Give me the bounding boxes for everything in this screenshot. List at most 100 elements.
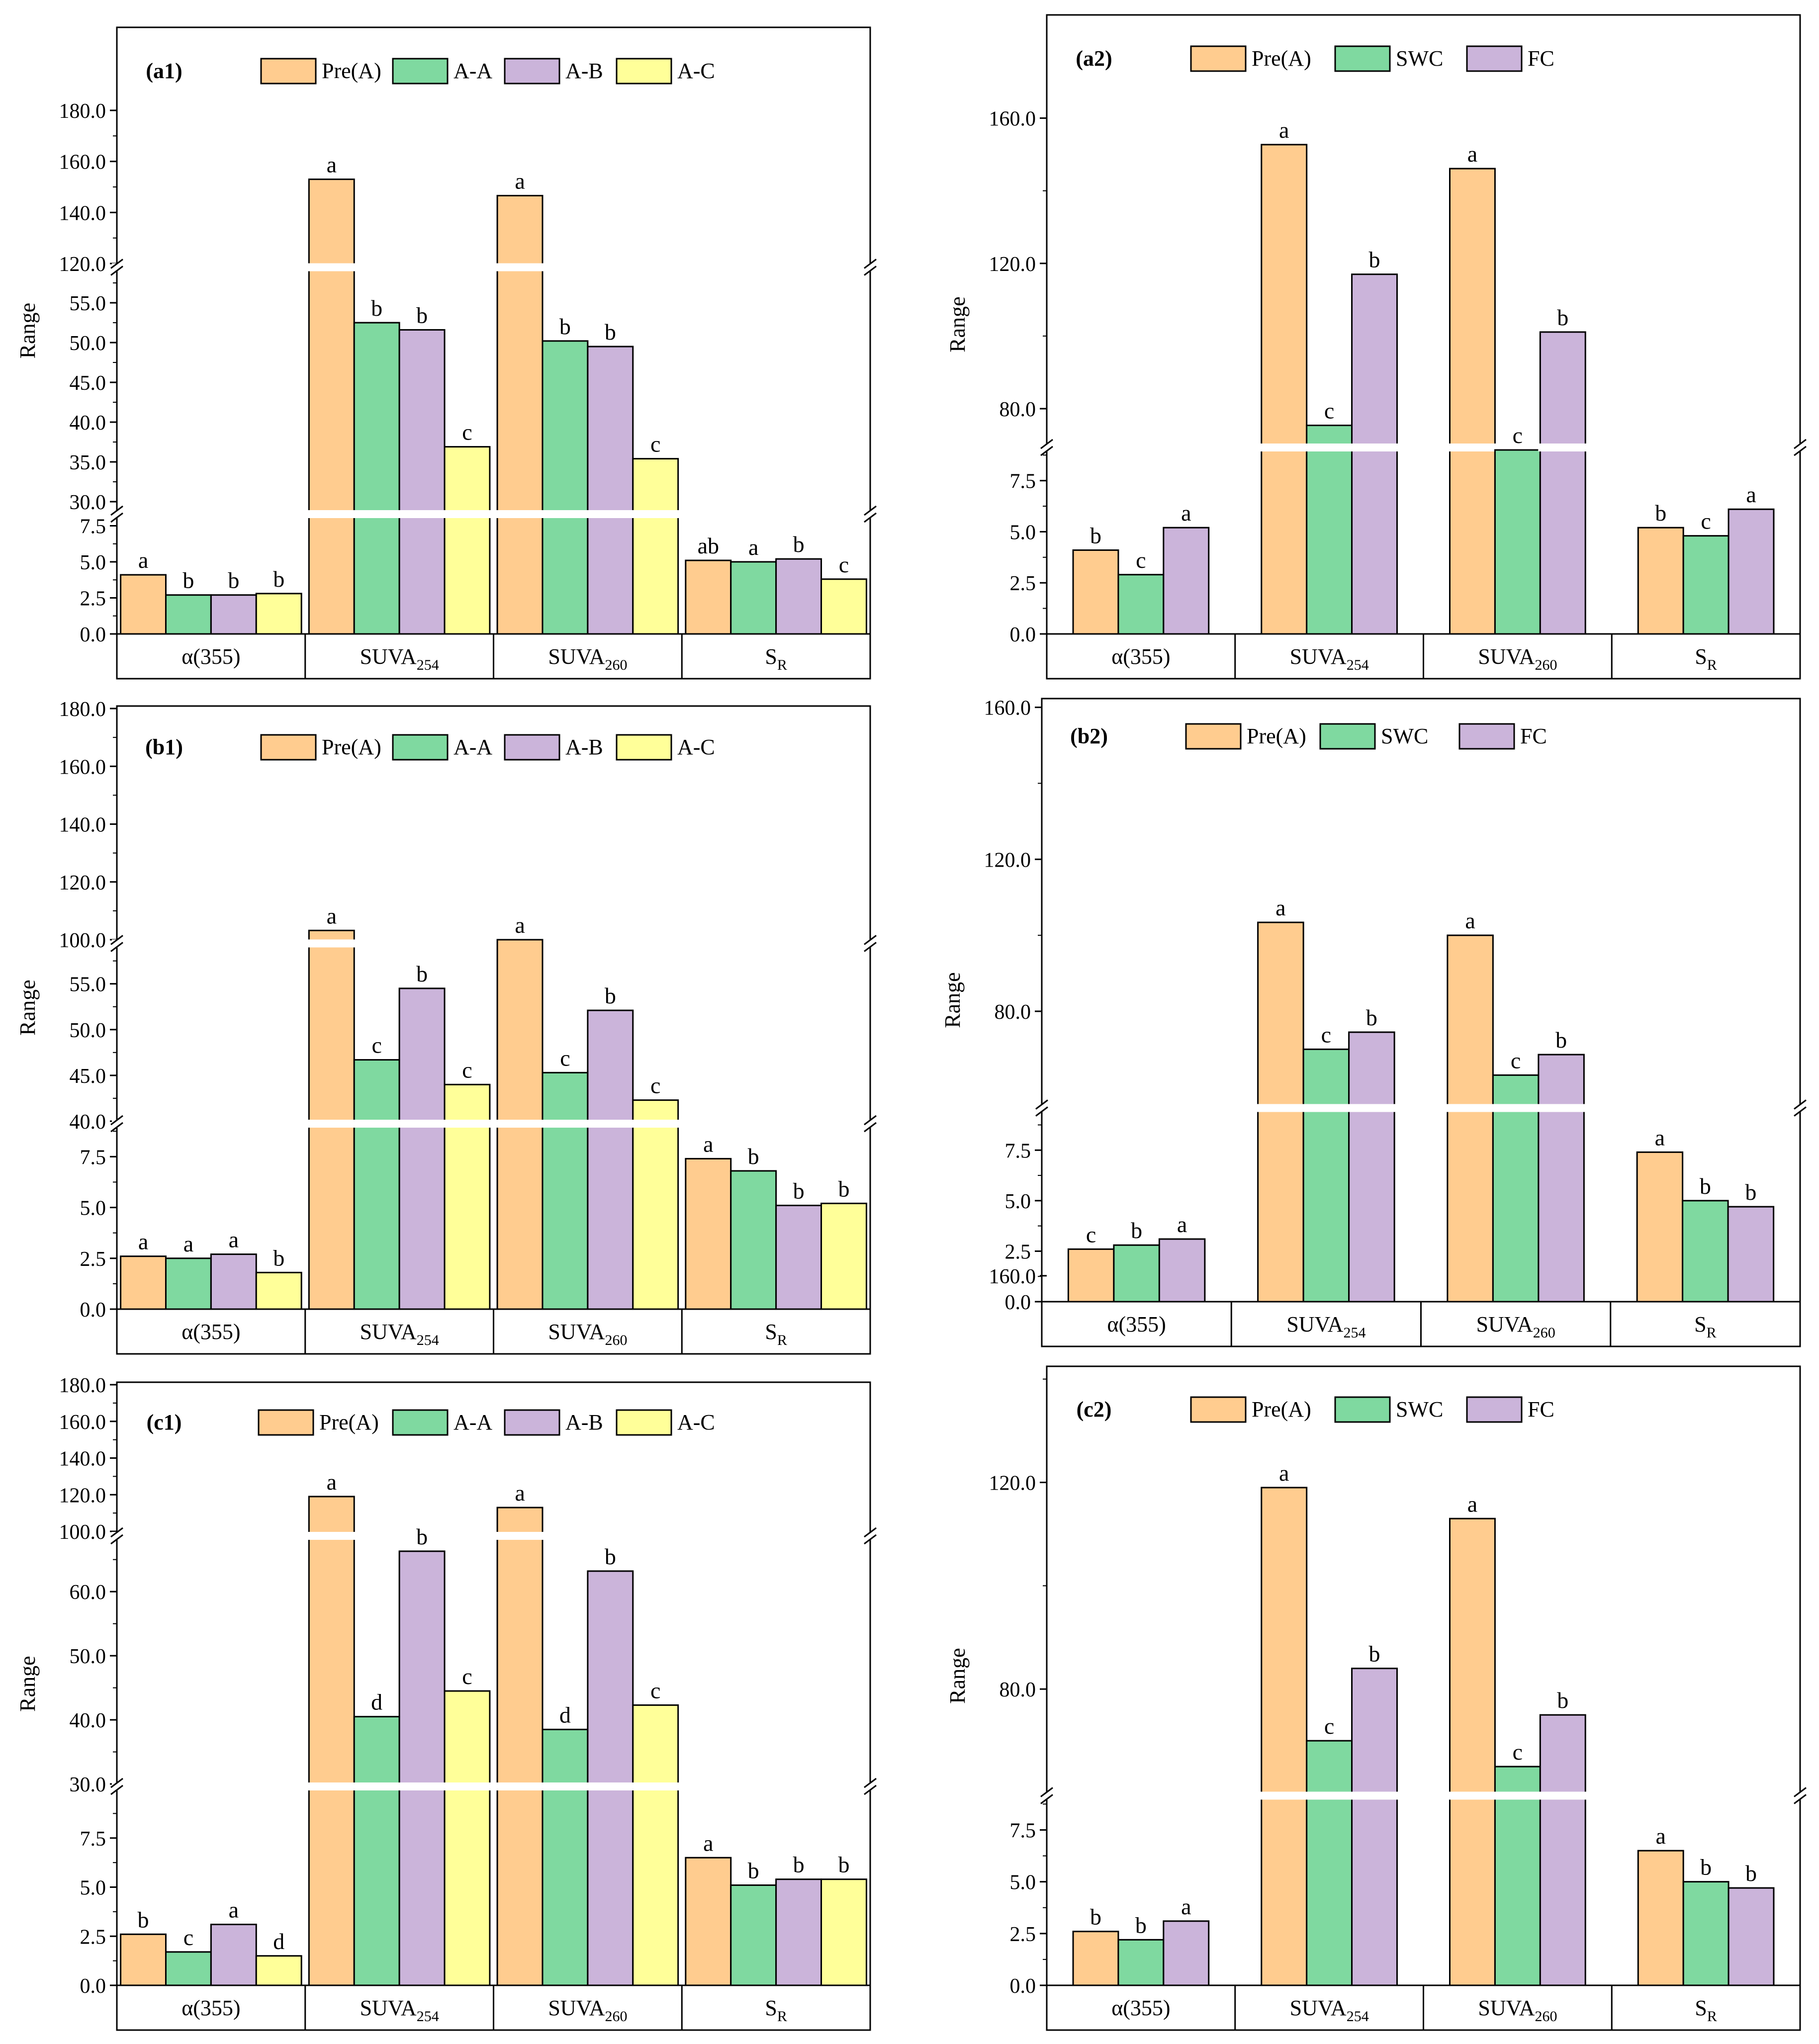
significance-letter: b: [1369, 247, 1380, 272]
bar-a2-fc: [1728, 508, 1775, 635]
significance-letter: b: [1557, 305, 1568, 330]
bar-a1-a-b: [775, 558, 822, 635]
bar-c2-swc: [1117, 1939, 1165, 1986]
y-tick-label: 5.0: [80, 1197, 106, 1220]
bar-break-gap: [443, 510, 492, 518]
bar-a1-a-a: [542, 340, 589, 635]
y-tick-label: 120.0: [989, 1472, 1036, 1495]
significance-letter: b: [748, 1858, 759, 1883]
category-label: SR: [1695, 1996, 1717, 2025]
y-tick-label: 40.0: [70, 1111, 106, 1134]
legend-label: A-A: [454, 59, 492, 83]
bar-c2-pre-a-: [1261, 1487, 1308, 1986]
significance-letter: b: [416, 1524, 428, 1549]
y-tick-label: 2.5: [80, 1248, 106, 1271]
bar-a2-swc: [1494, 449, 1541, 635]
panel-b1: α(355) SUVA254 SUVA260 SR 0.0 2.5 5.0 7.5 40.0 45…: [15, 698, 877, 1355]
bar-break-gap: [443, 1120, 492, 1128]
panel-b2: α(355) SUVA254 SUVA260 SR 0.0 2.5 5.0 7.5 80.0 12…: [940, 697, 1807, 1347]
panel-title: (a1): [146, 59, 182, 83]
bar-b1-a-c: [820, 1202, 867, 1310]
y-tick-label: 2.5: [80, 588, 106, 611]
legend-label: Pre(A): [322, 735, 381, 759]
significance-letter: d: [371, 1689, 382, 1715]
bar-a1-pre-a-: [685, 559, 732, 635]
significance-letter: b: [559, 314, 571, 339]
y-tick-label: 5.0: [1010, 1871, 1036, 1894]
legend-swatch: [504, 58, 560, 85]
significance-letter: c: [650, 1678, 660, 1703]
significance-letter: b: [605, 319, 616, 345]
panel-title: (c1): [147, 1410, 182, 1434]
category-label: SUVA254: [360, 1320, 439, 1348]
y-tick-label: 7.5: [80, 1146, 106, 1169]
bar-b1-a-a: [730, 1170, 777, 1310]
significance-letter: b: [138, 1907, 149, 1932]
legend-swatch: [504, 1409, 560, 1436]
significance-letter: a: [515, 168, 525, 193]
y-tick-label: 2.5: [1010, 572, 1036, 595]
significance-letter: a: [138, 1229, 148, 1254]
bar-a1-a-a: [353, 322, 400, 635]
bar-break-gap: [631, 1782, 680, 1790]
legend-swatch: [1466, 45, 1523, 72]
significance-letter: c: [1086, 1222, 1096, 1247]
y-tick-label: 55.0: [70, 974, 106, 996]
bar-break-gap: [1347, 1104, 1397, 1112]
legend-label: SWC: [1396, 1397, 1443, 1422]
panel-title: (b1): [145, 735, 183, 759]
bar-break-gap: [1536, 1104, 1586, 1112]
legend-label: FC: [1520, 724, 1547, 748]
bar-a1-a-c: [255, 593, 302, 635]
significance-letter: c: [462, 1057, 472, 1082]
y-axis-label: Range: [945, 296, 970, 352]
bar-c1-a-a: [730, 1884, 777, 1986]
significance-letter: b: [605, 983, 616, 1008]
bar-break-gap: [397, 1782, 447, 1790]
bar-a2-pre-a-: [1449, 168, 1496, 635]
bar-b2-pre-a-: [1636, 1151, 1684, 1303]
significance-letter: a: [327, 152, 337, 178]
category-label: SR: [1695, 644, 1717, 673]
bar-break-gap: [1445, 1104, 1495, 1112]
axis-break-mark: [1035, 1099, 1048, 1110]
legend-swatch: [1334, 45, 1391, 72]
y-tick-label: 140.0: [59, 814, 106, 837]
category-label: SR: [765, 1996, 787, 2025]
significance-letter: c: [462, 420, 472, 445]
y-axis-label: Range: [15, 1656, 40, 1711]
significance-letter: a: [1467, 141, 1477, 167]
legend-label: SWC: [1381, 724, 1428, 748]
significance-letter: a: [1181, 1894, 1191, 1919]
legend-label: A-C: [677, 735, 715, 759]
category-label: SR: [1694, 1312, 1717, 1341]
bar-b1-a-c: [444, 1083, 491, 1310]
y-tick-label: 5.0: [80, 551, 106, 574]
bar-break-gap: [397, 1120, 447, 1128]
significance-letter: c: [462, 1664, 472, 1689]
legend-label: A-B: [565, 1410, 603, 1434]
axis-break-mark: [864, 505, 877, 516]
axis-break-mark: [864, 1784, 877, 1795]
bar-b2-swc: [1492, 1074, 1540, 1303]
bar-break-gap: [307, 1120, 357, 1128]
bar-b2-pre-a-: [1067, 1248, 1115, 1303]
axis-break-mark: [1794, 1106, 1807, 1117]
axis-break-mark: [1040, 445, 1053, 456]
y-tick-label: 100.0: [59, 1521, 106, 1544]
y-tick-label: 7.5: [80, 516, 106, 538]
axis-break-mark: [864, 942, 877, 952]
bar-c2-fc: [1728, 1887, 1775, 1986]
significance-letter: a: [1177, 1212, 1187, 1237]
legend-label: Pre(A): [1247, 724, 1306, 748]
bar-a1-a-b: [398, 329, 446, 635]
legend-swatch: [616, 734, 672, 761]
legend-swatch: [1458, 723, 1515, 750]
y-tick-label: 140.0: [59, 202, 106, 225]
bar-b1-a-a: [542, 1071, 589, 1310]
panel-c1: α(355) SUVA254 SUVA260 SR 0.0 2.5 5.0 7.5 30.0 40…: [15, 1374, 877, 2031]
y-tick-label: 0.0: [80, 1299, 106, 1322]
y-tick-label: 180.0: [59, 100, 106, 123]
bar-a1-a-b: [587, 346, 634, 635]
significance-letter: c: [1511, 1048, 1521, 1073]
